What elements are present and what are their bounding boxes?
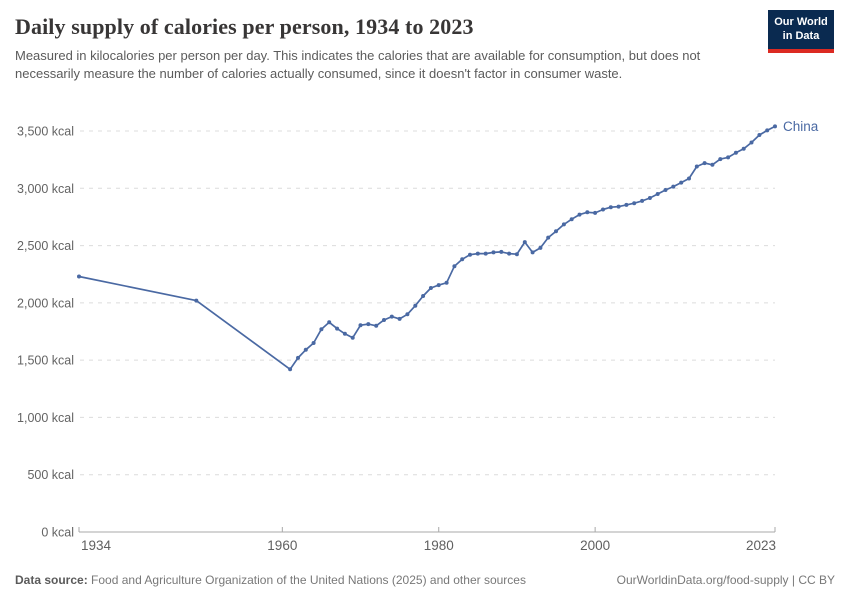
data-point[interactable] — [327, 320, 332, 325]
data-point[interactable] — [421, 294, 426, 298]
data-source-label: Data source: — [15, 573, 88, 587]
data-point[interactable] — [483, 251, 488, 256]
data-point[interactable] — [687, 176, 691, 181]
data-point[interactable] — [389, 314, 394, 319]
data-point[interactable] — [444, 280, 449, 285]
chart-header: Daily supply of calories per person, 193… — [15, 14, 750, 84]
data-point[interactable] — [663, 188, 668, 192]
x-axis-tick-label: 2000 — [580, 538, 610, 553]
x-axis-tick-label: 2023 — [746, 538, 776, 553]
data-point[interactable] — [397, 316, 402, 321]
data-point[interactable] — [311, 341, 316, 345]
data-point[interactable] — [608, 205, 613, 210]
data-point[interactable] — [319, 327, 324, 332]
data-point[interactable] — [499, 249, 504, 254]
license-link[interactable]: OurWorldinData.org/food-supply | CC BY — [616, 573, 835, 587]
data-point[interactable] — [647, 196, 652, 200]
data-point[interactable] — [577, 212, 582, 217]
data-point[interactable] — [77, 274, 81, 279]
data-point[interactable] — [538, 245, 543, 250]
trend-line-china[interactable] — [78, 125, 776, 371]
y-axis-tick-label: 0 kcal — [41, 526, 74, 540]
data-point[interactable] — [428, 286, 433, 290]
data-point[interactable] — [358, 323, 363, 328]
data-point[interactable] — [468, 252, 472, 257]
data-point[interactable] — [530, 250, 535, 255]
data-point[interactable] — [718, 157, 723, 162]
data-point[interactable] — [514, 252, 519, 257]
owid-logo-line1: Our World — [774, 16, 828, 28]
y-axis-tick-label: 2,500 kcal — [17, 239, 74, 253]
x-axis-tick-label: 1960 — [267, 538, 297, 553]
data-point[interactable] — [632, 201, 637, 206]
data-point[interactable] — [640, 198, 645, 203]
data-point[interactable] — [561, 222, 566, 227]
data-point[interactable] — [194, 298, 199, 303]
data-point[interactable] — [546, 235, 551, 240]
data-point[interactable] — [382, 318, 386, 322]
data-point[interactable] — [741, 146, 746, 151]
data-point[interactable] — [507, 251, 512, 256]
data-point[interactable] — [475, 251, 480, 256]
data-point[interactable] — [702, 161, 707, 166]
chart-subtitle: Measured in kilocalories per person per … — [15, 48, 701, 82]
data-point[interactable] — [522, 240, 527, 245]
data-point[interactable] — [585, 210, 590, 215]
data-point[interactable] — [679, 180, 684, 185]
chart-footer: Data source: Food and Agriculture Organi… — [15, 573, 835, 587]
y-axis-tick-label: 1,500 kcal — [17, 354, 74, 368]
data-point[interactable] — [342, 331, 347, 336]
data-point[interactable] — [694, 164, 699, 169]
data-point[interactable] — [350, 335, 355, 340]
data-point[interactable] — [374, 323, 379, 328]
data-point[interactable] — [554, 229, 558, 234]
data-point[interactable] — [593, 210, 598, 215]
data-point[interactable] — [303, 347, 308, 352]
data-point[interactable] — [710, 162, 715, 167]
data-point[interactable] — [601, 207, 605, 212]
data-point[interactable] — [335, 326, 340, 331]
x-axis-tick-label: 1980 — [424, 538, 454, 553]
y-axis-tick-label: 1,000 kcal — [17, 411, 74, 425]
series-label-china[interactable]: China — [783, 119, 819, 134]
data-point[interactable] — [296, 355, 300, 360]
y-axis-tick-label: 3,500 kcal — [17, 125, 74, 139]
data-point[interactable] — [452, 264, 457, 269]
data-point[interactable] — [405, 312, 410, 317]
owid-logo[interactable]: Our World in Data — [768, 10, 834, 53]
data-source-value: Food and Agriculture Organization of the… — [87, 573, 526, 587]
data-point[interactable] — [655, 192, 660, 196]
y-axis-tick-label: 500 kcal — [27, 468, 74, 482]
data-point[interactable] — [436, 283, 441, 288]
data-source-text: Data source: Food and Agriculture Organi… — [15, 573, 526, 587]
data-point[interactable] — [491, 250, 496, 255]
data-point[interactable] — [413, 303, 418, 308]
y-axis-tick-label: 2,000 kcal — [17, 296, 74, 310]
owid-logo-line2: in Data — [782, 30, 820, 43]
data-point[interactable] — [569, 217, 574, 222]
data-point[interactable] — [765, 128, 770, 133]
data-point[interactable] — [624, 202, 629, 207]
data-point[interactable] — [671, 184, 676, 189]
data-point[interactable] — [773, 124, 777, 129]
data-point[interactable] — [460, 257, 465, 262]
y-axis-tick-label: 3,000 kcal — [17, 182, 74, 196]
chart-title: Daily supply of calories per person, 193… — [15, 14, 474, 39]
data-point[interactable] — [749, 140, 754, 145]
data-point[interactable] — [733, 150, 738, 155]
data-point[interactable] — [616, 204, 621, 209]
x-axis-tick-label: 1934 — [81, 538, 112, 553]
data-point[interactable] — [757, 133, 762, 137]
data-point[interactable] — [726, 155, 731, 160]
data-point[interactable] — [366, 322, 371, 327]
data-point[interactable] — [288, 367, 293, 372]
